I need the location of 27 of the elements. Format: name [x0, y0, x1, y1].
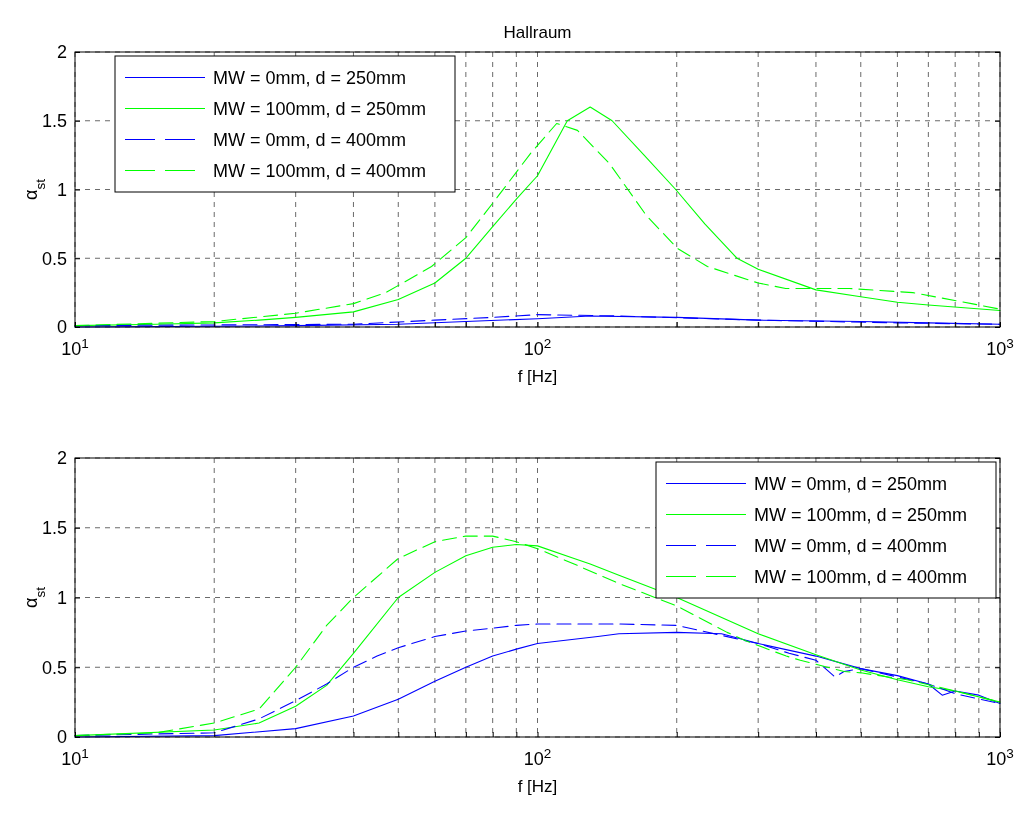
x-tick-label: 10$^{2}$ [523, 745, 552, 769]
y-tick-label: 0 [56, 727, 67, 748]
legend-label: MW = 0mm, d = 400mm [754, 535, 948, 556]
y-tick-label: 1.5 [41, 111, 67, 132]
x-tick-label: 10$^{1}$ [61, 335, 89, 359]
y-tick-label: 1.5 [41, 518, 67, 539]
legend-label: MW = 100mm, d = 250mm [213, 98, 427, 119]
x-axis-title: f [Hz] [517, 777, 558, 796]
y-tick-label: 1 [56, 179, 67, 200]
legend-label: MW = 100mm, d = 400mm [213, 160, 427, 181]
legend-label: MW = 0mm, d = 400mm [213, 129, 407, 150]
x-tick-label: 10$^{3}$ [986, 745, 1014, 769]
legend-label: MW = 100mm, d = 400mm [754, 566, 968, 587]
chart-title: Hallraum [503, 23, 572, 42]
x-tick-label: 10$^{3}$ [986, 335, 1014, 359]
x-axis-title: f [Hz] [517, 367, 558, 386]
x-tick-label: 10$^{2}$ [523, 335, 552, 359]
legend-label: MW = 0mm, d = 250mm [213, 67, 407, 88]
y-tick-label: 1 [56, 587, 67, 608]
legend-label: MW = 100mm, d = 250mm [754, 504, 968, 525]
y-tick-label: 0 [56, 317, 67, 338]
y-tick-label: 2 [56, 448, 67, 469]
y-tick-label: 0.5 [41, 657, 67, 678]
y-tick-label: 2 [56, 42, 67, 63]
legend-label: MW = 0mm, d = 250mm [754, 473, 948, 494]
x-tick-label: 10$^{1}$ [61, 745, 89, 769]
y-tick-label: 0.5 [41, 248, 67, 269]
